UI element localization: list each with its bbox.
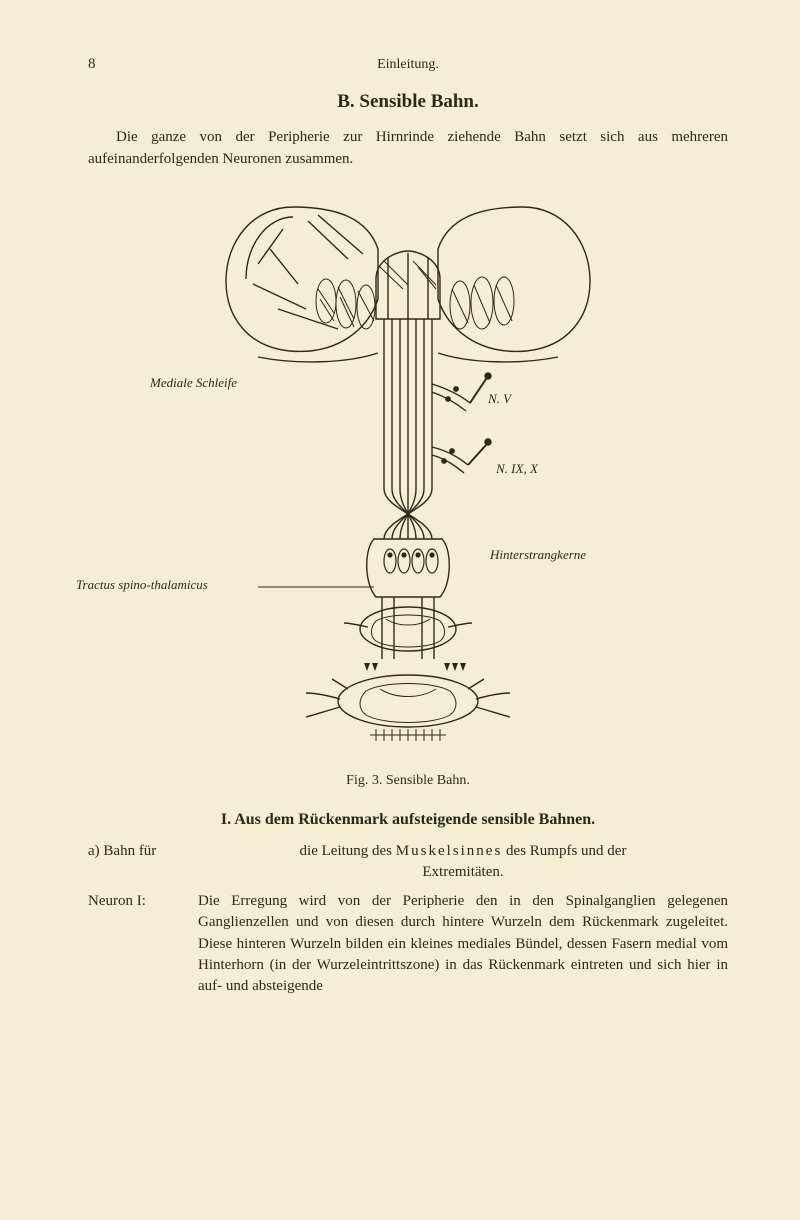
item-a-line1-spaced: Muskelsinnes bbox=[396, 843, 503, 859]
section-title: B. Sensible Bahn. bbox=[88, 91, 728, 113]
label-hinterstrangkerne: Hinterstrangkerne bbox=[490, 547, 586, 563]
neuron-i-marker: Neuron I: bbox=[88, 891, 198, 997]
figure-caption: Fig. 3. Sensible Bahn. bbox=[88, 773, 728, 789]
label-n-ix-x: N. IX, X bbox=[496, 461, 538, 477]
item-a-line1: die Leitung des Muskelsinnes des Rumpfs … bbox=[198, 841, 728, 862]
label-n-v: N. V bbox=[488, 391, 511, 407]
label-mediale-schleife: Mediale Schleife bbox=[150, 375, 237, 391]
running-head: Einleitung. bbox=[88, 57, 728, 73]
anatomical-diagram bbox=[198, 189, 618, 749]
neuron-i-row: Neuron I: Die Erregung wird von der Peri… bbox=[88, 891, 728, 997]
header-row: 8 Einleitung. bbox=[88, 56, 728, 73]
neuron-i-body: Die Erregung wird von der Peripherie den… bbox=[198, 891, 728, 997]
item-a-marker: a) Bahn für bbox=[88, 841, 198, 884]
page: 8 Einleitung. B. Sensible Bahn. Die ganz… bbox=[0, 0, 800, 1220]
sub-heading: I. Aus dem Rückenmark aufsteigende sensi… bbox=[88, 811, 728, 829]
label-tractus: Tractus spino-thalamicus bbox=[76, 577, 208, 593]
figure-container: Mediale Schleife N. V N. IX, X Hinterstr… bbox=[88, 189, 728, 769]
item-a-row: a) Bahn für die Leitung des Muskelsinnes… bbox=[88, 841, 728, 884]
item-a-body: die Leitung des Muskelsinnes des Rumpfs … bbox=[198, 841, 728, 884]
item-a-line2: Extremitäten. bbox=[198, 862, 728, 883]
item-a-line1-post: des Rumpfs und der bbox=[502, 843, 626, 859]
intro-paragraph: Die ganze von der Peripherie zur Hirnrin… bbox=[88, 127, 728, 171]
item-a-line1-pre: die Leitung des bbox=[300, 843, 396, 859]
